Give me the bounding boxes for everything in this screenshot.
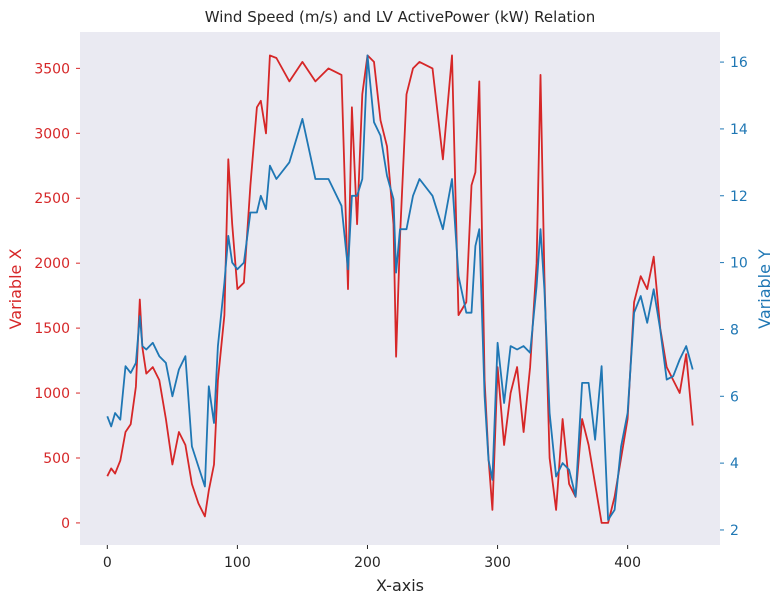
left-axis-ticks: 0 500 1000 1500 2000 2500 3000 3500 — [34, 61, 80, 532]
right-tick-label: 10 — [730, 256, 748, 272]
x-tick-label: 0 — [103, 555, 112, 571]
left-tick-label: 0 — [61, 516, 70, 532]
right-axis-label: Variable Y — [755, 249, 774, 329]
left-tick-label: 3500 — [34, 61, 70, 77]
left-tick-label: 500 — [43, 451, 70, 467]
x-tick-label: 300 — [484, 555, 511, 571]
right-tick-label: 6 — [730, 389, 739, 405]
chart-title: Wind Speed (m/s) and LV ActivePower (kW)… — [205, 8, 596, 26]
right-tick-label: 4 — [730, 456, 739, 472]
right-tick-label: 14 — [730, 122, 748, 138]
right-tick-label: 16 — [730, 55, 748, 71]
plot-background — [80, 32, 720, 545]
x-axis-ticks: 0 100 200 300 400 — [103, 545, 641, 571]
x-tick-label: 400 — [614, 555, 641, 571]
left-tick-label: 3000 — [34, 126, 70, 142]
right-tick-label: 8 — [730, 322, 739, 338]
left-tick-label: 1500 — [34, 321, 70, 337]
x-axis-label: X-axis — [376, 576, 424, 595]
right-tick-label: 12 — [730, 189, 748, 205]
left-tick-label: 2500 — [34, 191, 70, 207]
series-line-variable-y — [106, 54, 694, 521]
left-tick-label: 2000 — [34, 256, 70, 272]
left-axis-label: Variable X — [6, 249, 25, 330]
left-tick-label: 1000 — [34, 386, 70, 402]
x-tick-label: 100 — [224, 555, 251, 571]
right-tick-label: 2 — [730, 523, 739, 539]
x-tick-label: 200 — [354, 555, 381, 571]
series-line-variable-x — [106, 54, 694, 524]
right-axis-ticks: 2 4 6 8 10 12 14 16 — [720, 55, 748, 539]
series-layer — [106, 54, 694, 524]
